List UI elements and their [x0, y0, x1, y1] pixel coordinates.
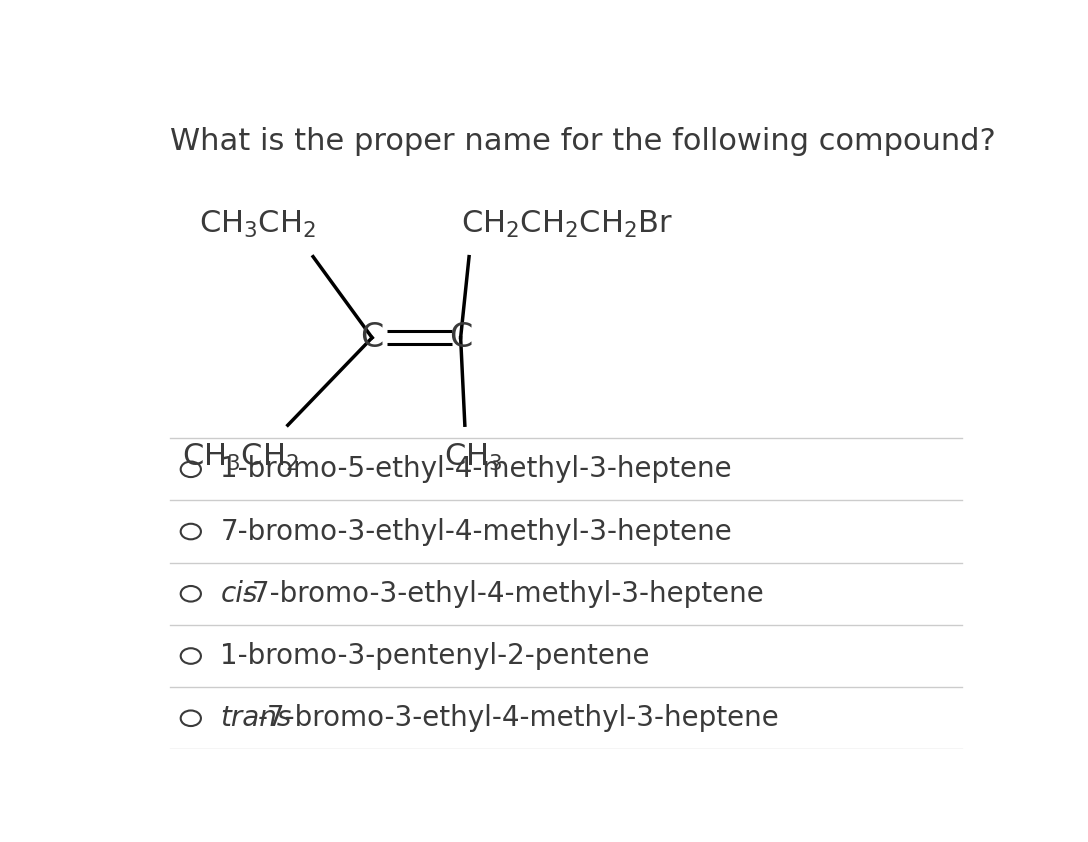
- Text: 1-bromo-5-ethyl-4-methyl-3-heptene: 1-bromo-5-ethyl-4-methyl-3-heptene: [220, 456, 732, 483]
- Text: 1-bromo-3-pentenyl-2-pentene: 1-bromo-3-pentenyl-2-pentene: [220, 642, 650, 670]
- Text: 7-bromo-3-ethyl-4-methyl-3-heptene: 7-bromo-3-ethyl-4-methyl-3-heptene: [220, 518, 732, 546]
- Text: -7-bromo-3-ethyl-4-methyl-3-heptene: -7-bromo-3-ethyl-4-methyl-3-heptene: [243, 580, 765, 608]
- Text: CH$_3$CH$_2$: CH$_3$CH$_2$: [199, 210, 317, 241]
- Text: -7-bromo-3-ethyl-4-methyl-3-heptene: -7-bromo-3-ethyl-4-methyl-3-heptene: [258, 704, 779, 733]
- Text: CH$_3$: CH$_3$: [444, 441, 503, 472]
- Text: CH$_2$CH$_2$CH$_2$Br: CH$_2$CH$_2$CH$_2$Br: [460, 210, 673, 241]
- Text: C: C: [360, 321, 384, 354]
- Text: C: C: [449, 321, 472, 354]
- Text: What is the proper name for the following compound?: What is the proper name for the followin…: [170, 127, 996, 156]
- Text: cis: cis: [220, 580, 258, 608]
- Text: CH$_3$CH$_2$: CH$_3$CH$_2$: [183, 441, 299, 472]
- Text: trans: trans: [220, 704, 292, 733]
